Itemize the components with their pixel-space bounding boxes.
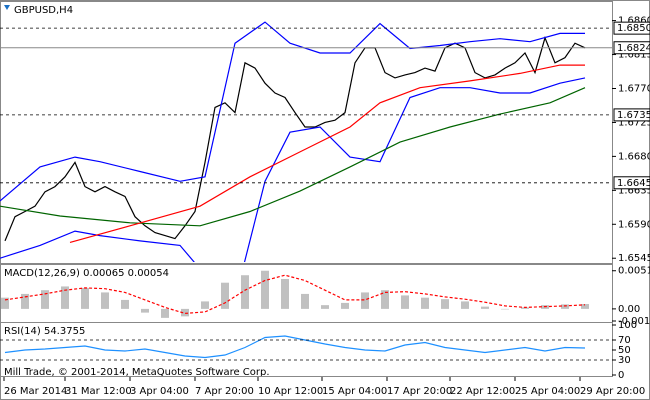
panel-title: RSI(14) 54.3755 — [4, 326, 85, 337]
y-tick-label: 1.6770 — [618, 83, 650, 94]
histogram-bar — [101, 292, 109, 309]
histogram-bar — [21, 293, 29, 309]
y-tick-label: 70 — [618, 335, 631, 346]
x-tick-label: 7 Apr 20:00 — [195, 386, 254, 397]
histogram-bar — [281, 278, 289, 309]
histogram-bar — [421, 297, 429, 309]
x-tick-label: 31 Mar 12:00 — [65, 386, 132, 397]
y-tick-label: 1.6545 — [618, 253, 650, 264]
histogram-bar — [481, 306, 489, 309]
level-box — [613, 108, 650, 122]
x-tick-label: 26 Mar 2014 — [4, 386, 67, 397]
series-line — [69, 64, 585, 243]
level-label: 1.6645 — [617, 178, 650, 189]
level-label: 1.6735 — [617, 110, 650, 121]
histogram-bar — [1, 297, 9, 309]
histogram-bar — [381, 290, 389, 309]
series-line — [0, 87, 586, 227]
level-box — [613, 176, 650, 190]
level-box — [613, 21, 650, 35]
panel-title: GBPUSD,H4 — [14, 5, 73, 16]
histogram-bar — [561, 304, 569, 309]
histogram-bar — [61, 286, 69, 309]
x-tick-label: 25 Apr 04:00 — [515, 386, 580, 397]
histogram-bar — [141, 308, 149, 313]
histogram-bar — [441, 299, 449, 309]
histogram-bar — [261, 270, 269, 309]
y-tick-label: 1.6635 — [618, 185, 650, 196]
histogram-bar — [581, 304, 589, 309]
x-tick-label: 10 Apr 12:00 — [258, 386, 323, 397]
histogram-bar — [361, 292, 369, 309]
y-tick-label: 30 — [618, 355, 631, 366]
x-tick-label: 3 Apr 04:00 — [130, 386, 189, 397]
histogram-bar — [321, 305, 329, 309]
histogram-bar — [161, 308, 169, 318]
level-label: 1.6850 — [617, 23, 650, 34]
histogram-bar — [521, 307, 529, 309]
series-line — [4, 335, 586, 359]
histogram-bar — [221, 282, 229, 309]
current-price-box — [613, 41, 650, 55]
series-line — [4, 36, 586, 242]
y-tick-label: 1.6815 — [618, 50, 650, 61]
plot-area — [1, 270, 589, 318]
y-tick-label: 1.6590 — [618, 219, 650, 230]
histogram-bar — [461, 301, 469, 309]
panel — [0, 1, 613, 264]
series-line — [4, 274, 586, 315]
x-tick-label: 22 Apr 12:00 — [450, 386, 515, 397]
y-tick-label: 100 — [618, 320, 637, 331]
current-price-label: 1.6824 — [617, 43, 650, 54]
histogram-bar — [241, 275, 249, 309]
histogram-bar — [81, 287, 89, 309]
y-tick-label: 0.00 — [618, 304, 640, 315]
histogram-bar — [401, 295, 409, 309]
histogram-bar — [501, 308, 509, 310]
histogram-bar — [41, 290, 49, 309]
histogram-bar — [201, 301, 209, 309]
footer: Mill Trade, © 2001-2014, MetaQuotes Soft… — [4, 367, 270, 378]
x-tick-label: 15 Apr 04:00 — [322, 386, 387, 397]
y-tick-label: 1.6680 — [618, 151, 650, 162]
x-tick-label: 29 Apr 20:00 — [580, 386, 645, 397]
panel-title: MACD(12,26,9) 0.00065 0.00054 — [4, 268, 169, 279]
histogram-bar — [181, 308, 189, 317]
histogram-bar — [121, 299, 129, 309]
plot-area — [4, 335, 586, 359]
histogram-bar — [301, 293, 309, 309]
y-tick-label: 0.0051 — [618, 266, 650, 277]
y-tick-label: 50 — [618, 345, 631, 356]
x-tick-label: 17 Apr 20:00 — [387, 386, 452, 397]
symbol-icon — [4, 5, 10, 10]
y-tick-label: -0.00162 — [618, 316, 650, 327]
y-tick-label: 1.6725 — [618, 117, 650, 128]
y-tick-label: 0 — [618, 370, 624, 381]
y-tick-label: 1.6860 — [618, 16, 650, 27]
histogram-bar — [341, 302, 349, 309]
series-line — [0, 77, 586, 262]
